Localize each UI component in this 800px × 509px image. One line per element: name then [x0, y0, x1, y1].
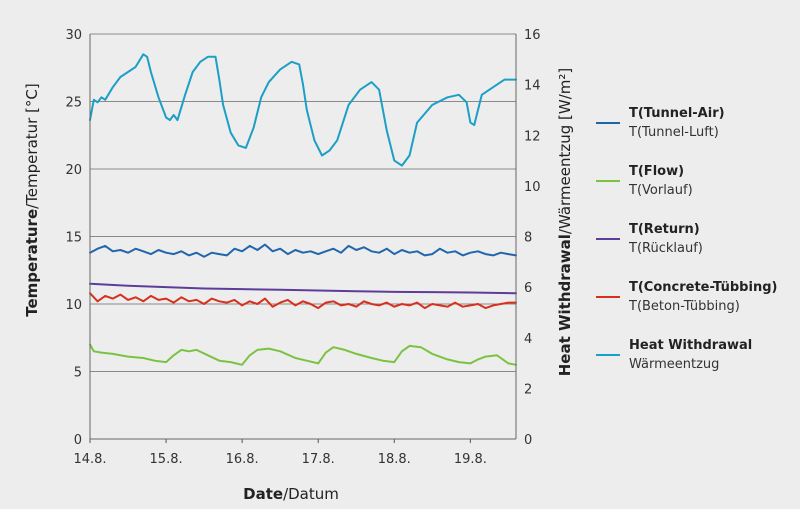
legend-label-de: T(Rücklauf) [629, 241, 703, 256]
x-tick-label: 17.8. [302, 452, 335, 467]
legend-item-tunnel-air: T(Tunnel-Air) T(Tunnel-Luft) [596, 104, 796, 162]
x-axis-ticks: 14.8. 15.8. 16.8. 17.8. 18.8. 19.8. [73, 439, 487, 467]
legend-swatch [596, 122, 620, 124]
right-tick-label: 0 [524, 433, 532, 448]
legend-swatch [596, 180, 620, 182]
right-tick-label: 2 [524, 382, 532, 397]
legend-label-de: T(Beton-Tübbing) [629, 299, 740, 314]
x-tick-label: 18.8. [378, 452, 411, 467]
left-axis-title: Temperature/Temperatur [°C] [23, 83, 41, 317]
left-tick-label: 20 [65, 163, 82, 178]
right-tick-label: 8 [524, 231, 532, 246]
legend-item-flow: T(Flow) T(Vorlauf) [596, 162, 796, 220]
legend-label-de: T(Vorlauf) [629, 183, 693, 198]
x-tick-label: 16.8. [226, 452, 259, 467]
right-tick-label: 16 [524, 28, 541, 43]
right-axis-title: Heat Withdrawal/Wärmeentzug [W/m²] [556, 68, 574, 377]
x-tick-label: 14.8. [73, 452, 106, 467]
right-axis-ticks: 0 2 4 6 8 10 12 14 16 [524, 28, 541, 448]
legend-label-en: Heat Withdrawal [629, 338, 753, 353]
x-tick-label: 15.8. [150, 452, 183, 467]
left-tick-label: 5 [74, 366, 82, 381]
legend-item-return: T(Return) T(Rücklauf) [596, 220, 796, 278]
legend-label-en: T(Concrete-Tübbing) [629, 280, 778, 295]
legend-label-de: Wärmeentzug [629, 357, 720, 372]
left-axis-ticks: 0 5 10 15 20 25 30 [65, 28, 82, 448]
left-tick-label: 10 [65, 298, 82, 313]
left-tick-label: 30 [65, 28, 82, 43]
legend-swatch [596, 354, 620, 356]
legend-label-en: T(Flow) [629, 164, 685, 179]
legend-item-concrete-tubbing: T(Concrete-Tübbing) T(Beton-Tübbing) [596, 278, 796, 336]
legend-label-en: T(Tunnel-Air) [629, 106, 725, 121]
legend: T(Tunnel-Air) T(Tunnel-Luft) T(Flow) T(V… [596, 104, 796, 394]
series-lines [89, 53, 517, 366]
x-axis-title: Date/Datum [243, 485, 339, 503]
series-line-heat-withdrawal [89, 53, 517, 167]
right-tick-label: 10 [524, 180, 541, 195]
legend-swatch [596, 296, 620, 298]
left-tick-label: 25 [65, 96, 82, 111]
legend-label-de: T(Tunnel-Luft) [629, 125, 719, 140]
legend-label-en: T(Return) [629, 222, 700, 237]
series-line-t-tunnel-air [89, 243, 517, 258]
series-line-t-flow [89, 343, 517, 366]
left-tick-label: 15 [65, 231, 82, 246]
right-tick-label: 6 [524, 281, 532, 296]
right-tick-label: 12 [524, 129, 541, 144]
legend-item-heat-withdrawal: Heat Withdrawal Wärmeentzug [596, 336, 796, 394]
series-line-t-return [89, 282, 517, 295]
legend-swatch [596, 238, 620, 240]
right-tick-label: 4 [524, 332, 532, 347]
series-line-t-concrete-t-bbing [89, 292, 517, 310]
x-tick-label: 19.8. [454, 452, 487, 467]
left-tick-label: 0 [74, 433, 82, 448]
right-tick-label: 14 [524, 79, 541, 94]
